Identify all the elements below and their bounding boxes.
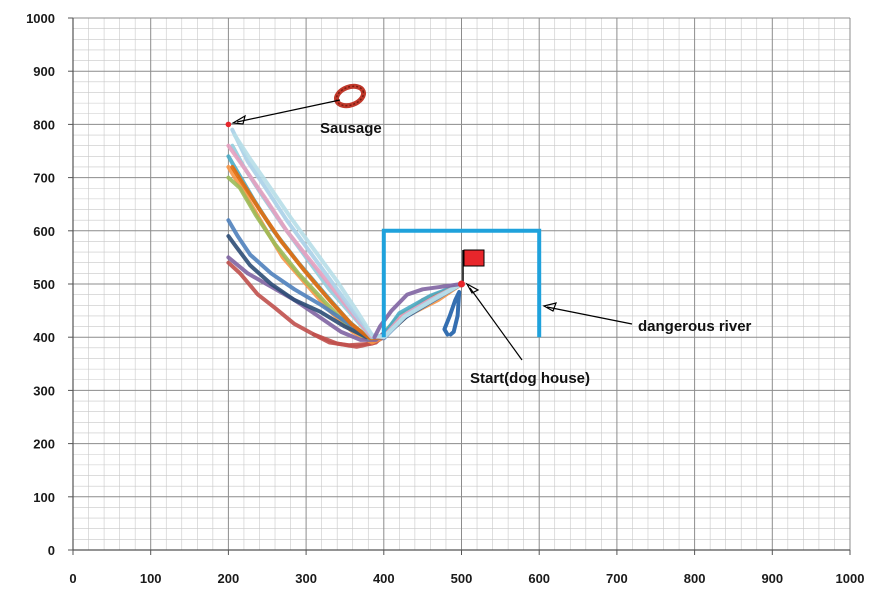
river-label: dangerous river — [638, 318, 752, 335]
y-tick-label: 1000 — [26, 11, 55, 26]
sausage-label: Sausage — [320, 120, 382, 137]
sausage-arrow — [236, 99, 341, 123]
sausage-arrowhead — [231, 114, 246, 125]
series-line — [442, 290, 462, 337]
x-tick-label: 1000 — [836, 571, 865, 586]
y-tick-label: 300 — [33, 383, 55, 398]
start-label: Start(dog house) — [470, 370, 590, 387]
x-tick-label: 700 — [606, 571, 628, 586]
series-line — [232, 133, 464, 340]
x-tick-label: 100 — [140, 571, 162, 586]
y-tick-label: 900 — [33, 64, 55, 79]
y-tick-label: 100 — [33, 490, 55, 505]
river-arrow — [546, 306, 633, 325]
series-line — [372, 282, 464, 340]
start-arrow — [469, 287, 523, 361]
y-tick-label: 400 — [33, 330, 55, 345]
trajectory-series — [226, 127, 464, 349]
x-tick-label: 500 — [451, 571, 473, 586]
y-tick-labels: 0 100 200 300 400 500 600 700 800 900 1000 — [26, 11, 55, 558]
river-arrowhead — [542, 302, 557, 312]
x-tick-label: 600 — [528, 571, 550, 586]
start-arrowhead — [465, 282, 480, 294]
x-tick-label: 200 — [218, 571, 240, 586]
river-boundary — [381, 228, 542, 338]
sausage-marker — [225, 121, 232, 128]
x-tick-labels: 0 100 200 300 400 500 600 700 800 900 1000 — [69, 571, 864, 586]
y-tick-label: 700 — [33, 171, 55, 186]
y-tick-label: 0 — [48, 543, 55, 558]
x-tick-label: 900 — [761, 571, 783, 586]
start-marker — [458, 280, 465, 288]
x-tick-label: 300 — [295, 571, 317, 586]
flag-icon — [462, 249, 485, 284]
axes — [68, 17, 851, 555]
y-tick-label: 500 — [33, 277, 55, 292]
sausage-icon — [333, 83, 367, 109]
y-tick-label: 200 — [33, 437, 55, 452]
y-tick-label: 800 — [33, 117, 55, 132]
x-tick-label: 800 — [684, 571, 706, 586]
x-tick-label: 0 — [69, 571, 76, 586]
x-tick-label: 400 — [373, 571, 395, 586]
y-tick-label: 600 — [33, 224, 55, 239]
